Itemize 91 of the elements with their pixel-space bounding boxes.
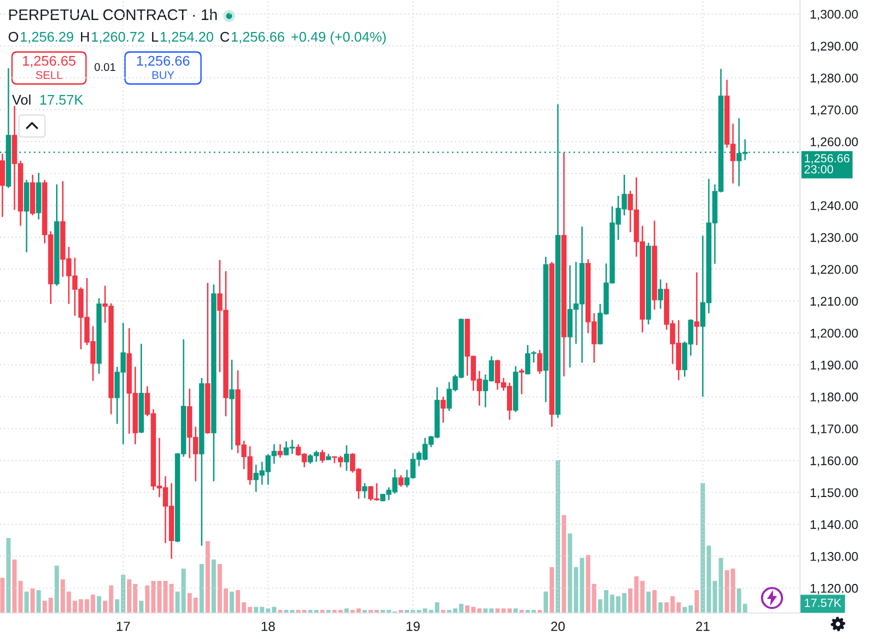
candlestick <box>344 444 350 472</box>
bar <box>592 584 596 613</box>
bar <box>556 460 560 613</box>
y-tick-label: 1,120.00 <box>810 584 858 594</box>
bar <box>96 596 102 613</box>
y-tick-label: 1,300.00 <box>810 10 858 20</box>
annotation: 1,256.29 <box>20 32 74 44</box>
bar <box>6 538 11 613</box>
x-tick-label: 17 <box>116 622 130 631</box>
y-tick-label: 1,210.00 <box>810 296 858 308</box>
y-tick-label: 1,190.00 <box>810 360 858 371</box>
candlestick <box>398 474 404 488</box>
bar <box>574 567 578 613</box>
bar <box>139 600 144 613</box>
annotation: 1,256.66 <box>232 32 284 44</box>
candlestick <box>537 349 542 374</box>
x-tick-label: 21 <box>696 622 710 631</box>
bar <box>12 559 17 613</box>
bar <box>652 590 657 613</box>
y-tick-label: 1,260.00 <box>810 137 858 148</box>
y-tick-label: 1,230.00 <box>810 233 858 244</box>
bar <box>507 608 512 613</box>
y-tick-label: 1,200.00 <box>810 328 858 340</box>
annotation: L <box>152 32 158 42</box>
candlestick <box>519 368 524 395</box>
bar <box>694 590 699 613</box>
y-tick-label: 1,240.00 <box>810 201 858 212</box>
candlestick <box>229 359 234 450</box>
bar <box>236 590 240 613</box>
bar <box>206 541 210 613</box>
y-tick-label: 1,180.00 <box>810 392 858 403</box>
ref-line-label: 1,256.66 23:00 <box>804 154 850 174</box>
bar <box>181 568 186 613</box>
bar <box>272 606 276 613</box>
y-tick-label: 1,270.00 <box>810 106 858 116</box>
bar <box>544 592 548 613</box>
annotation: 1,254.20 <box>160 32 214 44</box>
bar <box>84 599 90 613</box>
bar <box>513 608 518 613</box>
text: 17.57K <box>804 598 842 607</box>
x-tick-label: 20 <box>551 622 565 632</box>
bar <box>90 594 96 613</box>
chart-title: PERPETUAL CONTRACT · 1h <box>9 8 217 20</box>
bar <box>550 567 554 613</box>
bar <box>30 588 35 613</box>
bar <box>580 558 584 613</box>
candlestick <box>362 482 368 499</box>
bar <box>108 585 114 613</box>
annotation: O <box>8 32 18 42</box>
y-tick-label: 1,140.00 <box>810 520 858 530</box>
y-tick-label: 1,220.00 <box>810 264 858 276</box>
bar <box>36 590 41 613</box>
annotation: BUY <box>152 71 174 79</box>
y-tick-label: 1,290.00 <box>810 42 858 52</box>
bar <box>730 568 736 613</box>
bar <box>199 564 204 613</box>
y-tick-label: 1,280.00 <box>810 74 858 84</box>
candlestick <box>658 278 664 310</box>
bar <box>562 515 566 613</box>
annotation: Vol <box>12 94 30 105</box>
annotation: SELL <box>36 71 62 79</box>
annotation: C <box>220 32 230 42</box>
x-tick-label: 19 <box>406 622 420 632</box>
bar <box>724 570 730 613</box>
candlestick <box>278 444 283 458</box>
bar <box>175 592 180 613</box>
y-tick-label: 1,130.00 <box>810 552 858 562</box>
bar <box>54 566 59 613</box>
y-tick-label: 1,150.00 <box>810 488 858 499</box>
annotation: H <box>81 32 89 42</box>
annotation: 1,260.72 <box>92 32 144 44</box>
bar <box>230 592 234 613</box>
annotation: 17.57K <box>40 95 84 105</box>
x-tick-label: 18 <box>262 622 275 632</box>
y-tick-label: 1,160.00 <box>810 456 858 467</box>
bar <box>0 578 5 613</box>
annotation: 0.01 <box>94 63 116 71</box>
bar <box>646 592 651 613</box>
candlestick <box>694 272 700 346</box>
bar <box>169 584 174 613</box>
bar <box>586 554 590 613</box>
candlestick <box>440 396 446 424</box>
annotation: 1,256.65 <box>23 56 76 68</box>
bar <box>24 592 29 613</box>
y-tick-label: 1,170.00 <box>810 424 858 435</box>
candlestick <box>320 449 326 464</box>
bar <box>568 533 572 613</box>
annotation: 1,256.66 <box>137 56 190 68</box>
bar <box>212 559 216 613</box>
annotation: +0.49 (+0.04%) <box>292 32 386 44</box>
bar <box>736 588 742 613</box>
